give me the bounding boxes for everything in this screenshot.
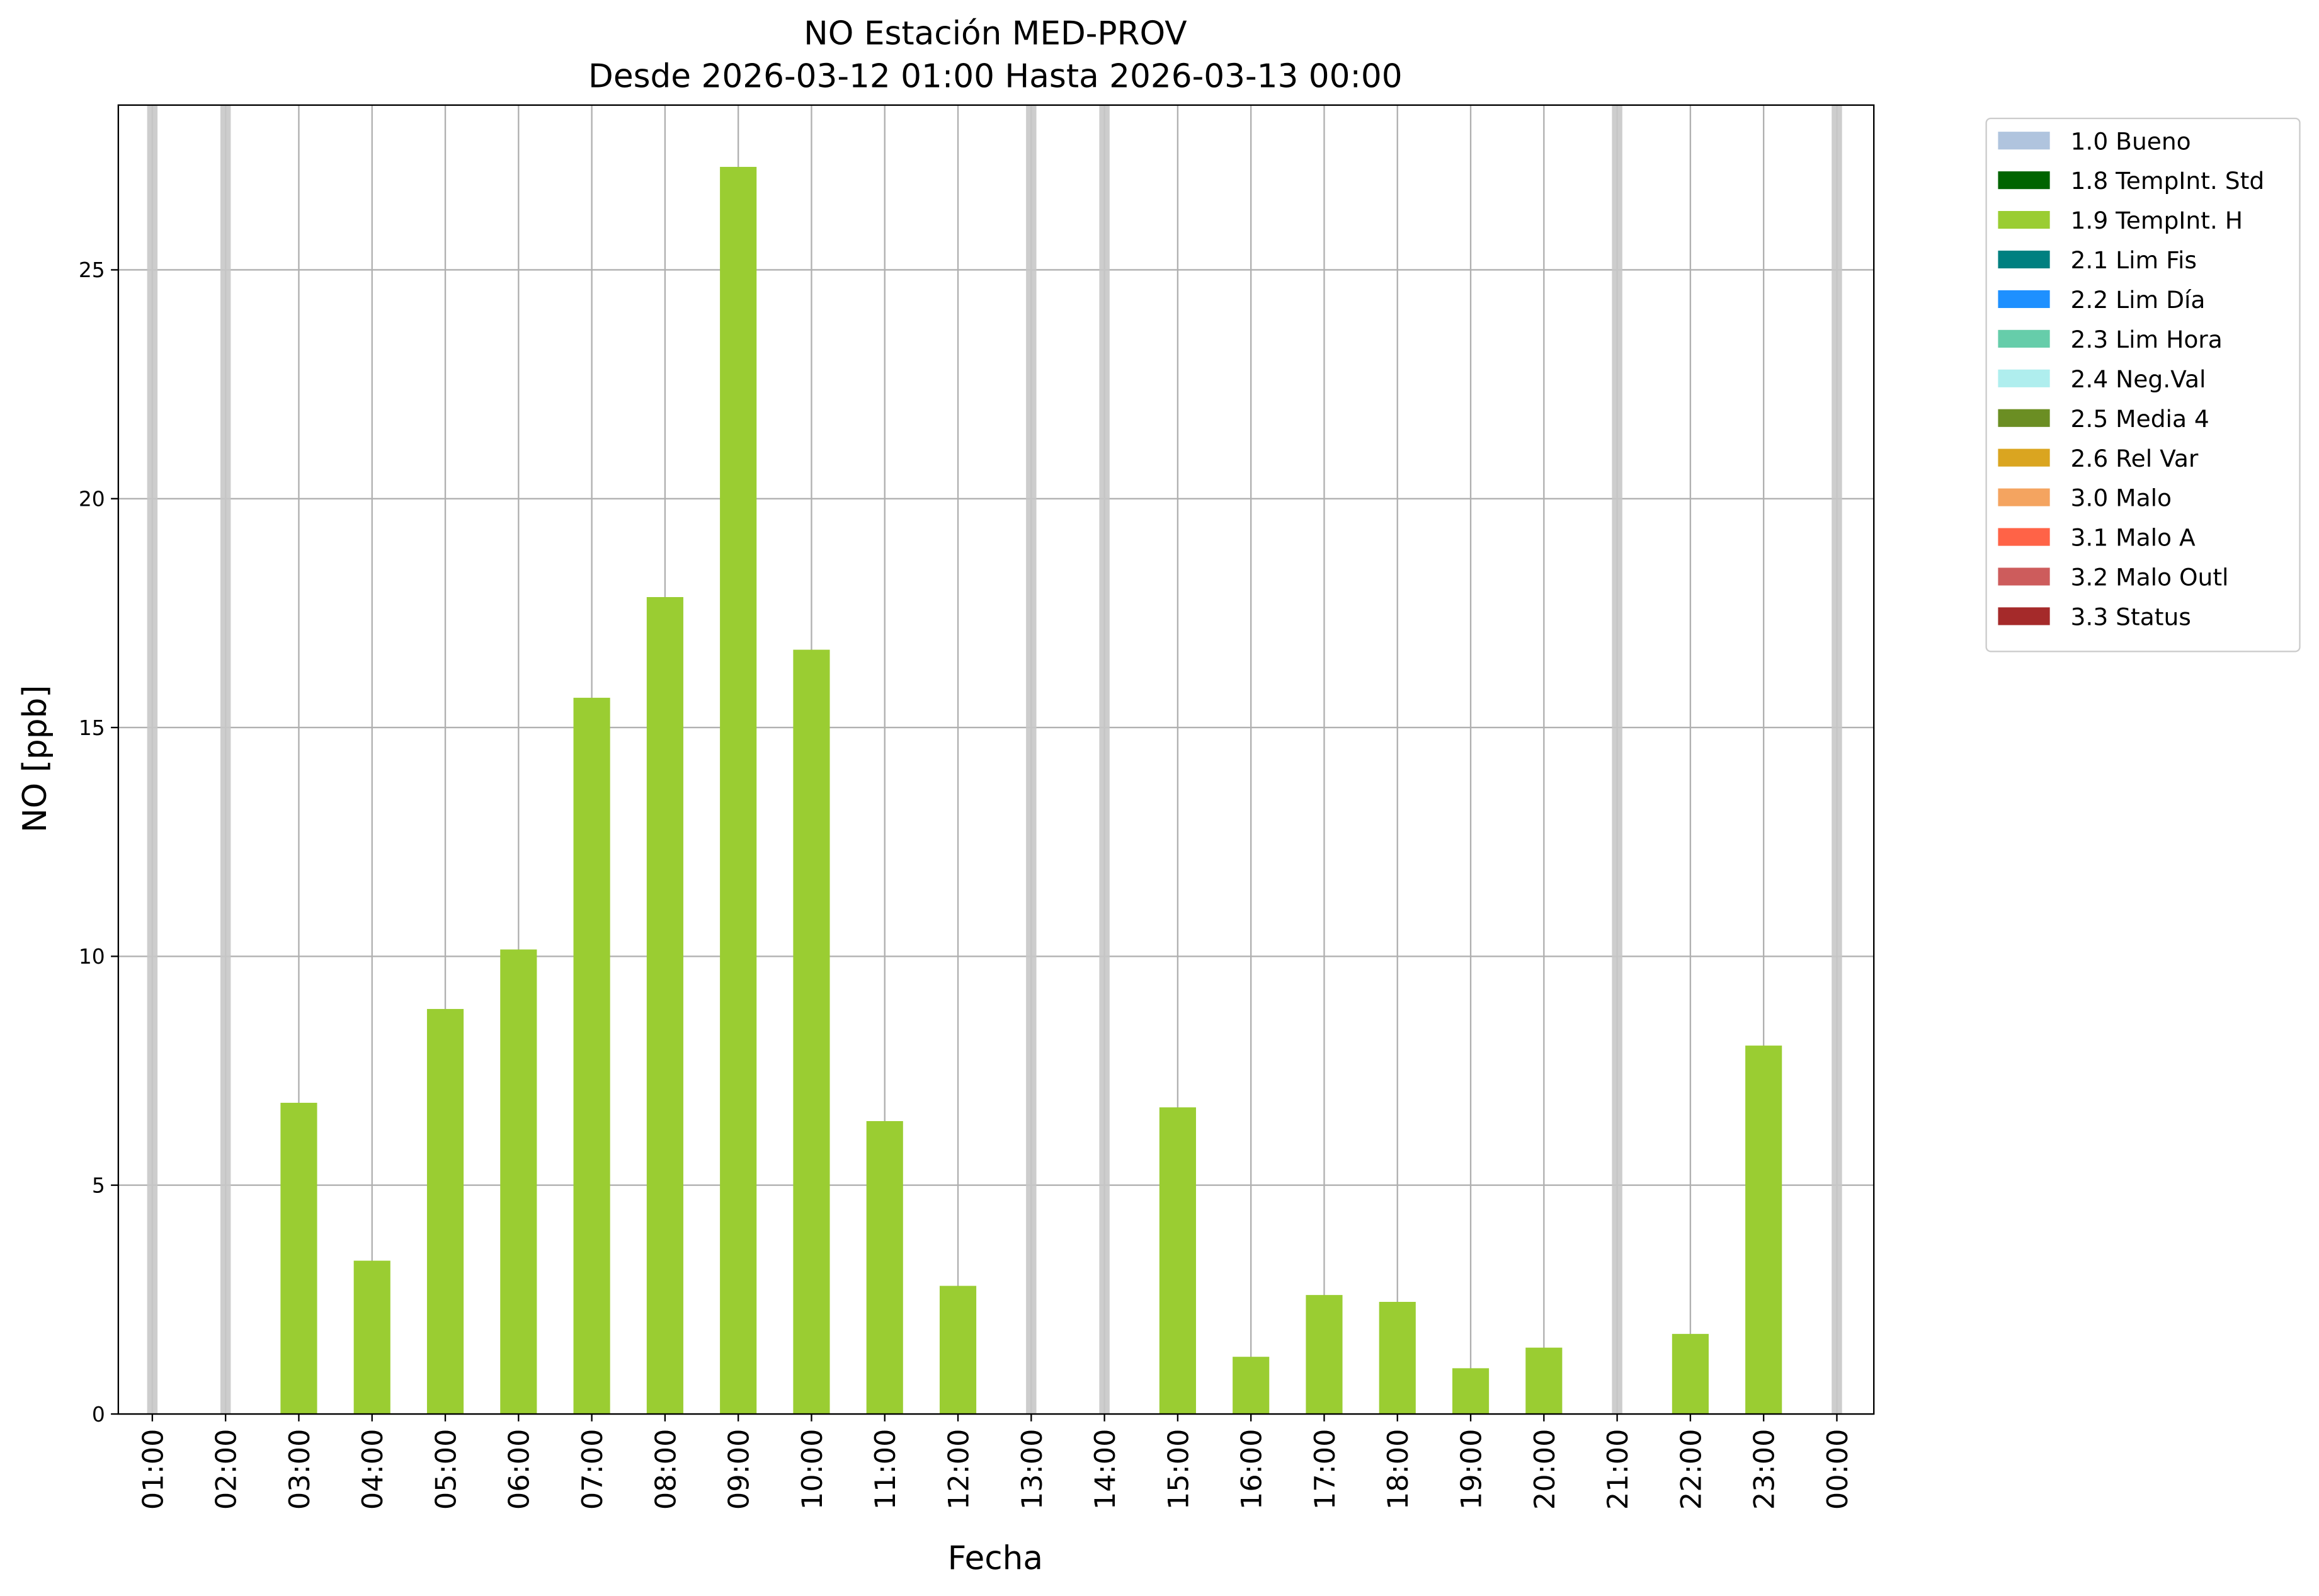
legend-swatch	[1998, 329, 2050, 348]
missing-band	[147, 105, 158, 1415]
bar	[573, 697, 610, 1415]
missing-band	[1026, 105, 1037, 1415]
x-tick-label: 09:00	[723, 1429, 756, 1510]
legend-label: 2.3 Lim Hora	[2071, 326, 2223, 353]
bar	[1452, 1368, 1490, 1415]
x-tick-label: 12:00	[942, 1429, 975, 1510]
missing-band	[220, 105, 231, 1415]
bar	[939, 1285, 977, 1415]
chart-subtitle: Desde 2026-03-12 01:00 Hasta 2026-03-13 …	[588, 58, 1403, 96]
bar	[1745, 1046, 1782, 1415]
legend-label: 3.2 Malo Outl	[2071, 564, 2229, 591]
legend-label: 3.1 Malo A	[2071, 524, 2196, 552]
bar	[1525, 1347, 1563, 1415]
legend-label: 2.5 Media 4	[2071, 405, 2209, 433]
x-tick-label: 10:00	[796, 1429, 829, 1510]
bar	[793, 649, 830, 1415]
plot-frame	[117, 104, 1875, 1415]
x-tick-label: 22:00	[1675, 1429, 1707, 1510]
x-tick-label: 21:00	[1602, 1429, 1634, 1510]
x-tick-label: 16:00	[1236, 1429, 1268, 1510]
x-tick-label: 11:00	[869, 1429, 902, 1510]
legend-swatch	[1998, 409, 2050, 427]
x-tick-label: 06:00	[503, 1429, 536, 1510]
bar	[1306, 1295, 1343, 1415]
legend-label: 1.9 TempInt. H	[2071, 207, 2243, 234]
x-tick-label: 07:00	[576, 1429, 609, 1510]
legend-swatch	[1998, 210, 2050, 229]
x-tick-label: 20:00	[1529, 1429, 1561, 1510]
bar	[1233, 1357, 1270, 1415]
x-tick-label: 14:00	[1089, 1429, 1122, 1510]
legend-label: 2.4 Neg.Val	[2071, 365, 2206, 393]
x-tick-label: 13:00	[1016, 1429, 1049, 1510]
bar	[1672, 1333, 1709, 1415]
missing-band	[1099, 105, 1110, 1415]
x-axis-label: Fecha	[948, 1540, 1043, 1578]
x-tick-label: 05:00	[430, 1429, 462, 1510]
x-tick-label: 01:00	[137, 1429, 169, 1510]
x-tick-label: 08:00	[649, 1429, 682, 1510]
legend-label: 1.0 Bueno	[2071, 127, 2191, 155]
bar	[866, 1120, 903, 1415]
x-tick-label: 00:00	[1821, 1429, 1854, 1510]
legend-box	[1985, 117, 2301, 653]
bar	[500, 949, 537, 1415]
bar	[646, 596, 683, 1415]
x-tick-label: 23:00	[1748, 1429, 1781, 1510]
bar	[353, 1260, 390, 1415]
x-tick-label: 17:00	[1309, 1429, 1342, 1510]
bar	[426, 1008, 464, 1415]
legend-swatch	[1998, 132, 2050, 150]
legend-swatch	[1998, 528, 2050, 546]
legend-label: 3.0 Malo	[2071, 484, 2172, 512]
y-tick-label: 15	[79, 715, 105, 740]
x-tick-label: 15:00	[1162, 1429, 1195, 1510]
legend-label: 2.1 Lim Fis	[2071, 246, 2197, 274]
legend-swatch	[1998, 448, 2050, 467]
bar	[720, 166, 757, 1415]
chart-title: NO Estación MED-PROV	[804, 15, 1187, 53]
legend-swatch	[1998, 567, 2050, 586]
legend-swatch	[1998, 488, 2050, 506]
legend-label: 1.8 TempInt. Std	[2071, 167, 2265, 195]
y-tick-label: 5	[92, 1173, 105, 1197]
x-tick-label: 04:00	[356, 1429, 389, 1510]
legend-label: 2.6 Rel Var	[2071, 445, 2199, 472]
x-tick-label: 19:00	[1455, 1429, 1488, 1510]
y-tick-label: 10	[79, 944, 105, 969]
legend-label: 2.2 Lim Día	[2071, 286, 2206, 314]
bar	[280, 1102, 317, 1415]
bar	[1379, 1302, 1416, 1415]
y-tick-label: 0	[92, 1402, 105, 1427]
x-tick-label: 02:00	[210, 1429, 243, 1510]
y-tick-label: 20	[79, 487, 105, 511]
missing-band	[1832, 105, 1842, 1415]
legend-swatch	[1998, 290, 2050, 309]
x-tick-label: 18:00	[1382, 1429, 1415, 1510]
y-tick-label: 25	[79, 258, 105, 282]
legend-swatch	[1998, 171, 2050, 190]
y-axis-label: NO [ppb]	[16, 685, 54, 833]
legend-swatch	[1998, 369, 2050, 387]
x-tick-label: 03:00	[283, 1429, 316, 1510]
bar	[1159, 1107, 1196, 1415]
legend-swatch	[1998, 250, 2050, 269]
missing-band	[1612, 105, 1622, 1415]
legend-swatch	[1998, 607, 2050, 625]
legend-label: 3.3 Status	[2071, 603, 2191, 630]
